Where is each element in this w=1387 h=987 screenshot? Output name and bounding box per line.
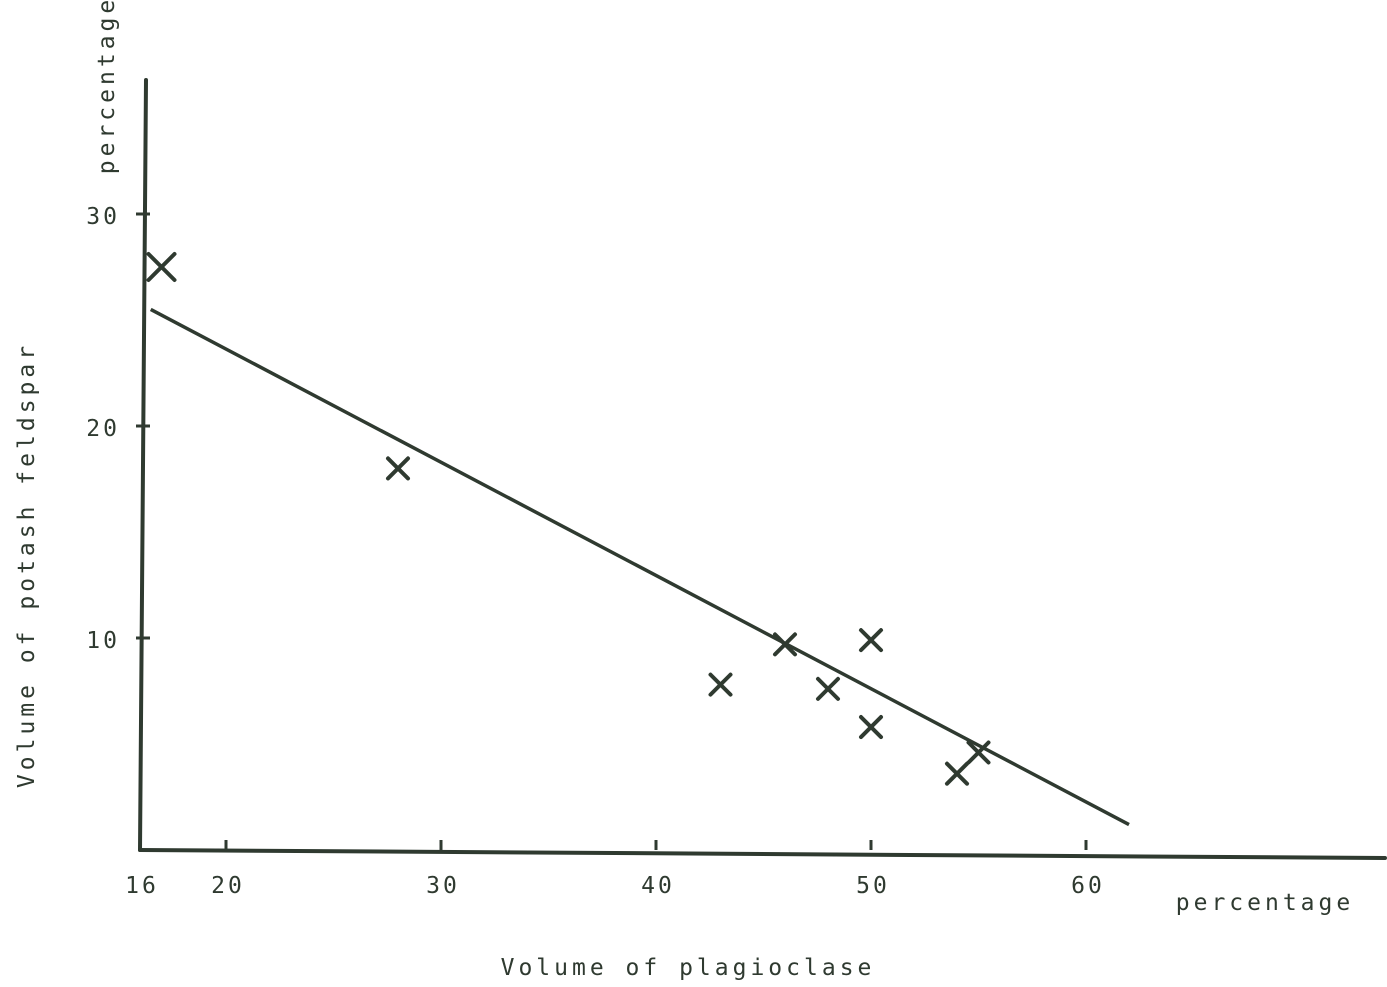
data-point xyxy=(859,715,883,740)
data-point xyxy=(386,456,410,481)
y-tick-label: 30 xyxy=(86,204,120,230)
axes xyxy=(138,78,1387,860)
tick-labels: 16 20 30 40 50 60 10 20 30 xyxy=(86,204,1105,899)
y-tick-label: 20 xyxy=(86,416,120,442)
y-tick-label: 10 xyxy=(86,628,120,654)
x-tick-label: 60 xyxy=(1071,873,1105,899)
data-points xyxy=(146,252,991,786)
data-point xyxy=(859,628,883,653)
trend-line xyxy=(149,307,1130,827)
data-point xyxy=(945,761,969,786)
x-axis-title: Volume of plagioclase xyxy=(501,955,876,981)
x-tick-label: 50 xyxy=(856,873,890,899)
data-point xyxy=(773,632,797,657)
data-point xyxy=(708,672,733,697)
x-axis-unit: percentage xyxy=(1176,890,1354,916)
data-point xyxy=(146,252,177,282)
data-point xyxy=(966,740,991,765)
x-tick-label: 20 xyxy=(211,873,245,899)
y-axis-unit: percentage xyxy=(94,0,120,174)
y-axis-line xyxy=(138,78,148,852)
y-axis-title: Volume of potash feldspar xyxy=(14,342,40,788)
x-tick-label: 40 xyxy=(641,873,675,899)
x-axis-line xyxy=(138,848,1387,860)
x-tick-label: 30 xyxy=(426,873,460,899)
x-tick-label: 16 xyxy=(125,873,159,899)
data-point xyxy=(816,676,840,701)
ticks xyxy=(136,212,1088,850)
